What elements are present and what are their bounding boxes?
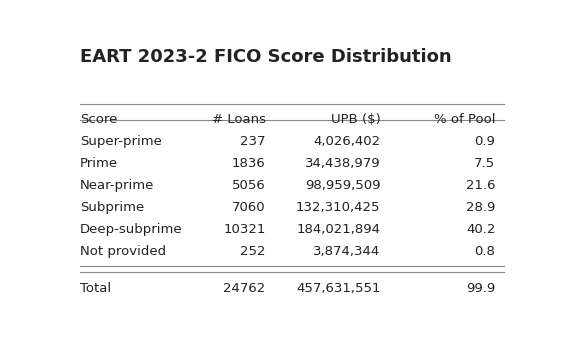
Text: 252: 252 xyxy=(240,245,266,258)
Text: Prime: Prime xyxy=(80,157,118,170)
Text: 7060: 7060 xyxy=(232,201,266,214)
Text: 24762: 24762 xyxy=(223,282,266,295)
Text: 7.5: 7.5 xyxy=(474,157,495,170)
Text: 10321: 10321 xyxy=(223,223,266,236)
Text: 40.2: 40.2 xyxy=(466,223,495,236)
Text: 99.9: 99.9 xyxy=(466,282,495,295)
Text: 237: 237 xyxy=(240,135,266,148)
Text: 4,026,402: 4,026,402 xyxy=(314,135,381,148)
Text: Total: Total xyxy=(80,282,111,295)
Text: 0.9: 0.9 xyxy=(474,135,495,148)
Text: 132,310,425: 132,310,425 xyxy=(296,201,381,214)
Text: 34,438,979: 34,438,979 xyxy=(305,157,381,170)
Text: UPB ($): UPB ($) xyxy=(331,113,381,126)
Text: 21.6: 21.6 xyxy=(466,179,495,192)
Text: 184,021,894: 184,021,894 xyxy=(296,223,381,236)
Text: 98,959,509: 98,959,509 xyxy=(305,179,381,192)
Text: Near-prime: Near-prime xyxy=(80,179,154,192)
Text: Not provided: Not provided xyxy=(80,245,166,258)
Text: Subprime: Subprime xyxy=(80,201,144,214)
Text: # Loans: # Loans xyxy=(211,113,266,126)
Text: Deep-subprime: Deep-subprime xyxy=(80,223,183,236)
Text: Super-prime: Super-prime xyxy=(80,135,162,148)
Text: 0.8: 0.8 xyxy=(474,245,495,258)
Text: 28.9: 28.9 xyxy=(466,201,495,214)
Text: 3,874,344: 3,874,344 xyxy=(314,245,381,258)
Text: Score: Score xyxy=(80,113,117,126)
Text: 1836: 1836 xyxy=(232,157,266,170)
Text: 5056: 5056 xyxy=(232,179,266,192)
Text: 457,631,551: 457,631,551 xyxy=(296,282,381,295)
Text: % of Pool: % of Pool xyxy=(434,113,495,126)
Text: EART 2023-2 FICO Score Distribution: EART 2023-2 FICO Score Distribution xyxy=(80,48,451,66)
